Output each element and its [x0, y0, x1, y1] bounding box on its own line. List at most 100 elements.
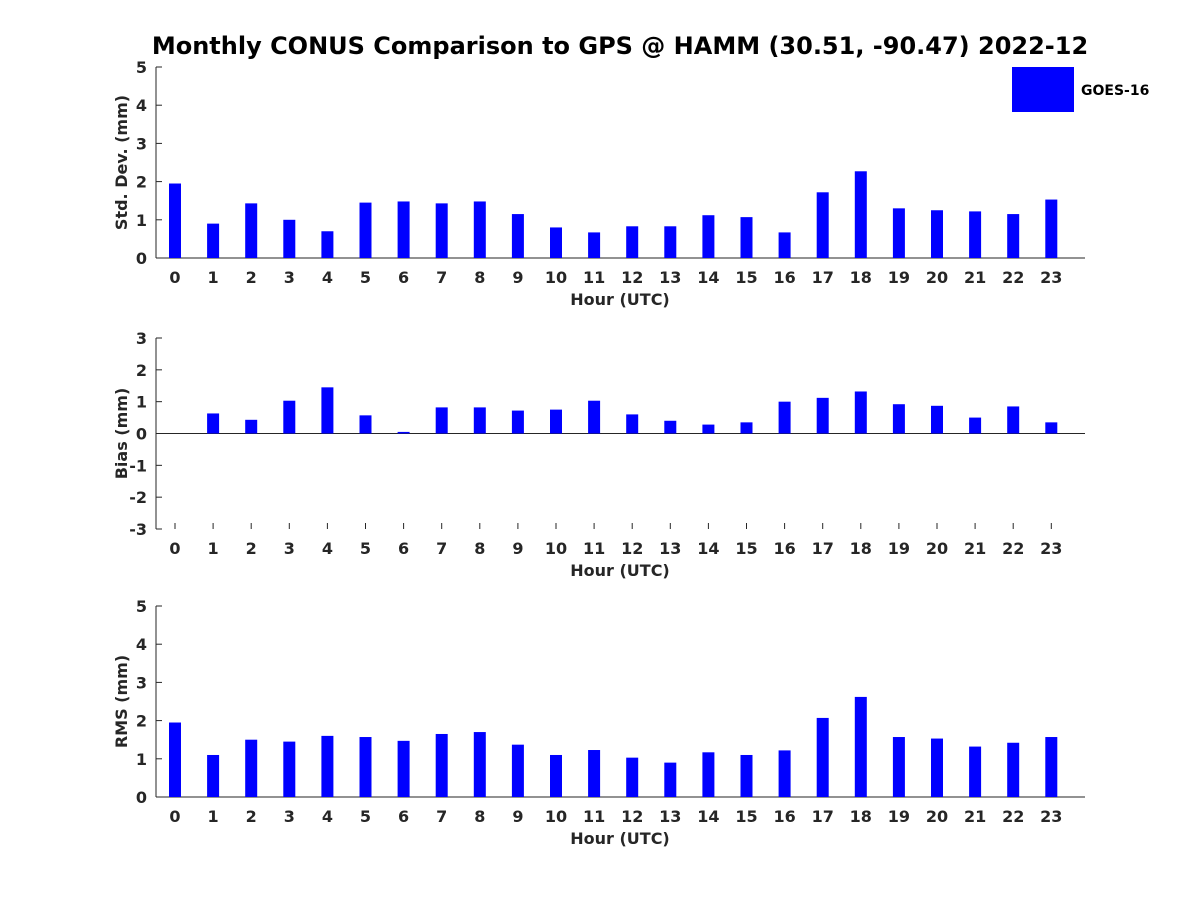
bar-std-dev-hour-5 — [359, 202, 372, 258]
bar-std-dev-hour-1 — [207, 223, 220, 258]
x-tick-label: 20 — [926, 268, 948, 287]
y-tick-label: 2 — [136, 173, 147, 192]
x-tick-label: 11 — [583, 807, 605, 826]
bar-rms-hour-5 — [359, 737, 372, 797]
x-tick-label: 12 — [621, 539, 643, 558]
bar-std-dev-hour-0 — [169, 183, 181, 258]
y-tick-label: 4 — [136, 96, 147, 115]
bar-bias-hour-12 — [626, 414, 639, 434]
bar-rms-hour-16 — [778, 750, 791, 797]
x-tick-label: 3 — [284, 807, 295, 826]
x-tick-label: 21 — [964, 807, 986, 826]
x-tick-label: 5 — [360, 539, 371, 558]
x-tick-label: 1 — [208, 539, 219, 558]
x-tick-label: 22 — [1002, 268, 1024, 287]
x-tick-label: 10 — [545, 268, 567, 287]
x-tick-label: 21 — [964, 539, 986, 558]
bar-bias-hour-19 — [892, 404, 905, 434]
x-tick-label: 17 — [812, 539, 834, 558]
x-tick-label: 14 — [697, 268, 719, 287]
legend: GOES-16 — [1012, 67, 1149, 112]
bar-bias-hour-13 — [664, 420, 677, 434]
x-tick-label: 1 — [208, 807, 219, 826]
bar-bias-hour-2 — [245, 419, 258, 434]
bar-std-dev-hour-8 — [473, 201, 486, 258]
y-tick-label: 1 — [136, 211, 147, 230]
bar-rms-hour-10 — [550, 754, 562, 797]
x-tick-label: 22 — [1002, 807, 1024, 826]
x-tick-label: 7 — [436, 807, 447, 826]
bar-rms-hour-11 — [588, 750, 601, 797]
bar-std-dev-hour-22 — [1007, 214, 1020, 258]
x-tick-label: 1 — [208, 268, 219, 287]
x-axis-label: Hour (UTC) — [570, 561, 670, 580]
bar-rms-hour-17 — [816, 717, 829, 797]
y-tick-label: 0 — [136, 425, 147, 444]
bar-std-dev-hour-2 — [245, 203, 258, 258]
bar-std-dev-hour-10 — [550, 227, 562, 258]
y-tick-label: -2 — [129, 488, 147, 507]
x-tick-label: 7 — [436, 268, 447, 287]
bar-rms-hour-1 — [207, 754, 220, 797]
x-tick-label: 14 — [697, 539, 719, 558]
bar-std-dev-hour-16 — [778, 232, 791, 258]
bar-bias-hour-8 — [473, 407, 486, 434]
x-tick-label: 10 — [545, 539, 567, 558]
bar-std-dev-hour-18 — [854, 171, 867, 258]
bar-std-dev-hour-6 — [397, 201, 410, 258]
y-tick-label: 3 — [136, 134, 147, 153]
bar-std-dev-hour-20 — [931, 210, 943, 258]
x-tick-label: 11 — [583, 539, 605, 558]
x-tick-label: 5 — [360, 268, 371, 287]
bar-std-dev-hour-4 — [321, 231, 334, 258]
x-tick-label: 13 — [659, 807, 681, 826]
bar-std-dev-hour-9 — [511, 214, 524, 258]
x-tick-label: 16 — [773, 268, 795, 287]
y-tick-label: 2 — [136, 712, 147, 731]
x-axis-label: Hour (UTC) — [570, 829, 670, 848]
x-tick-label: 19 — [888, 268, 910, 287]
x-tick-label: 16 — [773, 807, 795, 826]
bar-rms-hour-22 — [1007, 742, 1020, 797]
x-tick-label: 18 — [850, 539, 872, 558]
x-tick-label: 8 — [474, 268, 485, 287]
bar-bias-hour-6 — [397, 431, 410, 434]
x-tick-label: 19 — [888, 539, 910, 558]
x-tick-label: 23 — [1040, 807, 1062, 826]
y-tick-label: 1 — [136, 750, 147, 769]
x-tick-label: 6 — [398, 539, 409, 558]
x-tick-label: 4 — [322, 539, 333, 558]
chart-title: Monthly CONUS Comparison to GPS @ HAMM (… — [152, 32, 1088, 60]
x-tick-label: 2 — [246, 807, 257, 826]
y-tick-label: 0 — [136, 249, 147, 268]
x-tick-label: 4 — [322, 807, 333, 826]
bar-std-dev-hour-11 — [588, 232, 601, 258]
bar-bias-hour-3 — [283, 400, 296, 434]
y-tick-label: 5 — [136, 58, 147, 77]
bar-bias-hour-15 — [740, 422, 753, 434]
bar-bias-hour-1 — [207, 413, 220, 434]
x-tick-label: 6 — [398, 807, 409, 826]
y-tick-label: 3 — [136, 329, 147, 348]
y-tick-label: 4 — [136, 635, 147, 654]
bar-rms-hour-15 — [740, 754, 753, 797]
bar-rms-hour-4 — [321, 735, 334, 797]
x-tick-label: 21 — [964, 268, 986, 287]
bar-rms-hour-23 — [1045, 737, 1058, 797]
bar-bias-hour-16 — [778, 401, 791, 434]
bar-bias-hour-11 — [588, 400, 601, 434]
bar-rms-hour-13 — [664, 762, 677, 797]
bar-bias-hour-9 — [511, 410, 524, 434]
bar-rms-hour-0 — [169, 722, 181, 797]
bar-std-dev-hour-23 — [1045, 199, 1058, 258]
x-tick-label: 0 — [169, 268, 180, 287]
y-tick-label: 3 — [136, 673, 147, 692]
x-tick-label: 6 — [398, 268, 409, 287]
y-tick-label: -3 — [129, 520, 147, 539]
x-tick-label: 0 — [169, 807, 180, 826]
x-tick-label: 2 — [246, 268, 257, 287]
bar-bias-hour-22 — [1007, 406, 1020, 434]
